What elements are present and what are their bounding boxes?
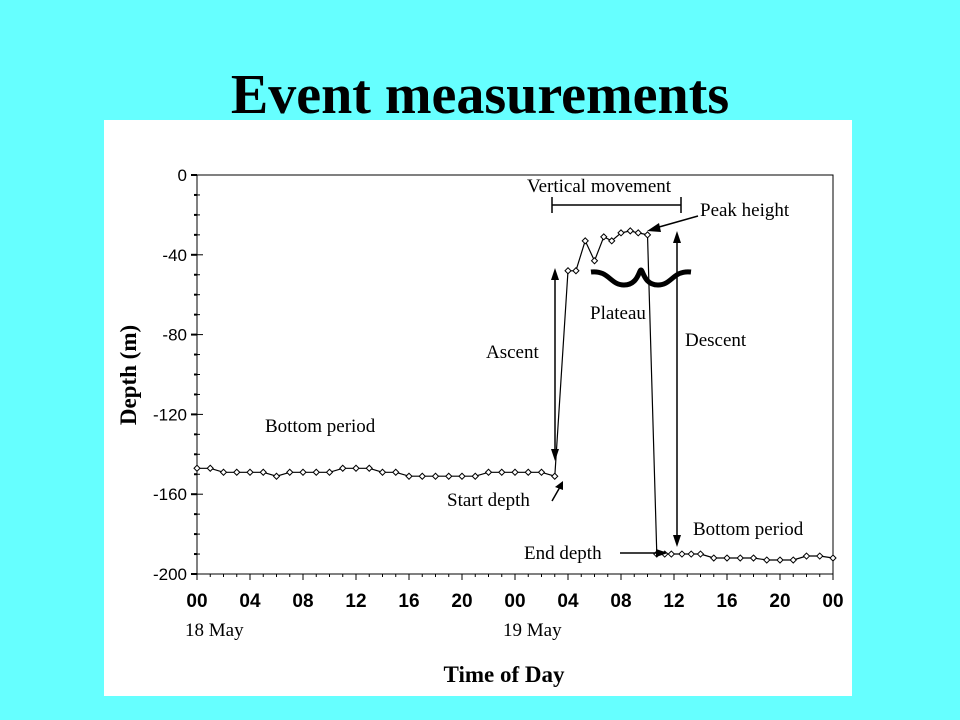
data-point <box>829 554 837 562</box>
data-point <box>339 464 347 472</box>
data-point <box>723 554 731 562</box>
data-point <box>581 237 589 245</box>
data-point <box>458 472 466 480</box>
annotation-end-depth: End depth <box>524 543 602 564</box>
descent-arrowhead-top <box>673 231 681 243</box>
y-tick-label: -80 <box>162 326 187 345</box>
ascent-arrowhead-bottom <box>551 449 559 461</box>
annotation-peak-height: Peak height <box>700 200 790 221</box>
annotation-descent: Descent <box>685 330 747 351</box>
data-point <box>511 468 519 476</box>
data-point <box>736 554 744 562</box>
data-point <box>634 229 642 237</box>
data-point <box>776 556 784 564</box>
data-point <box>667 550 676 558</box>
data-point <box>537 468 546 476</box>
data-point <box>564 267 572 275</box>
x-tick-label: 00 <box>186 591 207 612</box>
annotation-plateau: Plateau <box>590 303 646 324</box>
data-point <box>617 229 625 237</box>
data-point <box>498 468 506 476</box>
data-point <box>365 464 373 472</box>
date-label: 19 May <box>503 620 562 641</box>
end-depth-arrowhead <box>656 549 668 557</box>
data-point <box>572 267 580 275</box>
data-point <box>286 468 294 476</box>
x-tick-label: 00 <box>504 591 525 612</box>
y-tick-label: -160 <box>153 485 187 504</box>
data-point <box>590 257 599 265</box>
x-axis-title: Time of Day <box>444 662 565 687</box>
annotation-start-depth: Start depth <box>447 490 530 511</box>
data-point <box>325 468 334 476</box>
data-point <box>299 468 307 476</box>
date-label: 18 May <box>185 620 244 641</box>
plateau-brace <box>590 267 692 288</box>
data-point <box>378 468 387 476</box>
data-point <box>219 468 228 476</box>
data-point <box>524 468 532 476</box>
data-point <box>626 227 634 235</box>
data-point <box>551 472 559 480</box>
data-point <box>484 468 493 476</box>
depth-chart: 0 -40 -80 -120 -160 -200 00 04 08 12 16 20 00 04 08 12… <box>116 166 844 687</box>
data-point <box>763 556 771 564</box>
data-point <box>710 554 718 562</box>
data-point <box>312 468 320 476</box>
x-tick-label: 08 <box>610 591 631 612</box>
x-tick-label: 00 <box>822 591 843 612</box>
data-point <box>687 550 695 558</box>
data-point <box>643 231 652 239</box>
start-depth-arrowhead <box>555 481 563 490</box>
data-point <box>272 472 281 480</box>
annotation-ascent: Ascent <box>486 342 539 363</box>
data-point <box>259 468 267 476</box>
x-tick-label: 12 <box>345 591 366 612</box>
x-tick-label: 16 <box>398 591 419 612</box>
data-point <box>193 464 201 472</box>
y-axis-title: Depth (m) <box>116 325 141 425</box>
slide-title: Event measurements <box>230 64 730 126</box>
data-point <box>789 556 797 564</box>
x-tick-label: 04 <box>239 591 261 612</box>
data-point <box>233 468 241 476</box>
x-tick-label: 20 <box>769 591 790 612</box>
annotation-bottom-period-1: Bottom period <box>265 416 376 437</box>
x-tick-label: 12 <box>663 591 684 612</box>
y-tick-label: -40 <box>162 246 187 265</box>
data-point <box>392 468 400 476</box>
plot-frame <box>196 174 834 575</box>
x-tick-label: 20 <box>451 591 472 612</box>
data-point <box>471 472 479 480</box>
descent-arrowhead-bottom <box>673 535 681 547</box>
data-point <box>600 233 608 241</box>
data-point <box>816 552 824 560</box>
data-point <box>802 552 811 560</box>
annotation-vertical-movement: Vertical movement <box>527 176 672 197</box>
ascent-arrowhead-top <box>551 268 559 280</box>
x-tick-label: 04 <box>557 591 579 612</box>
data-point <box>246 468 254 476</box>
data-point <box>608 237 616 245</box>
data-point <box>352 464 360 472</box>
start-depth-arrow <box>551 486 561 502</box>
x-tick-label: 08 <box>292 591 313 612</box>
peak-height-arrowhead <box>647 223 661 232</box>
data-point <box>696 550 705 558</box>
y-tick-label: -120 <box>153 405 187 424</box>
y-tick-label: 0 <box>178 166 187 185</box>
data-point <box>431 472 440 480</box>
y-tick-label: -200 <box>153 565 187 584</box>
data-point <box>749 554 758 562</box>
data-point <box>418 472 426 480</box>
chart-panel: 0 -40 -80 -120 -160 -200 00 04 08 12 16 20 00 04 08 12… <box>104 120 852 696</box>
annotation-bottom-period-2: Bottom period <box>693 519 804 540</box>
data-point <box>678 550 686 558</box>
data-point <box>206 464 214 472</box>
data-point <box>405 472 413 480</box>
x-tick-label: 16 <box>716 591 737 612</box>
data-point <box>445 472 453 480</box>
